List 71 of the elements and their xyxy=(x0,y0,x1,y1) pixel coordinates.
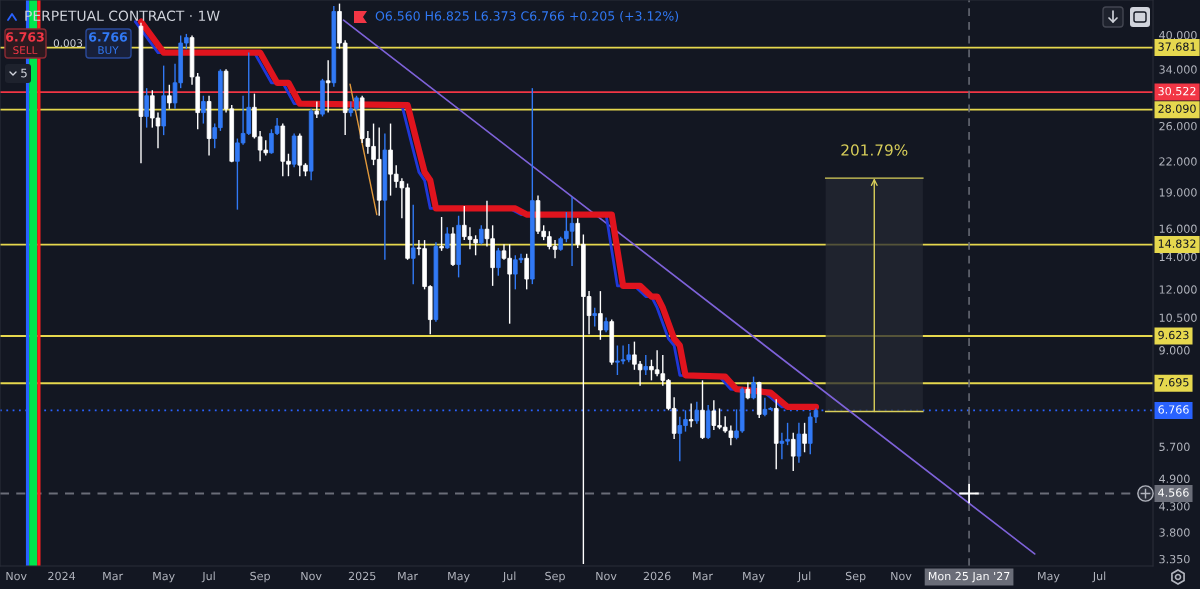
annotation: 201.79% xyxy=(841,144,908,156)
x-tick-label: Nov xyxy=(6,571,27,581)
ref-line-label: 7.695 xyxy=(1158,378,1189,387)
x-tick-label: 2024 xyxy=(48,571,76,581)
y-tick-label: 26.000 xyxy=(1159,121,1197,131)
ref-line-label: 28.090 xyxy=(1158,104,1196,113)
candlestick xyxy=(496,247,501,277)
x-tick-label: May xyxy=(448,571,470,583)
y-tick-label: 40.000 xyxy=(1159,30,1197,40)
ref-line-label: 37.681 xyxy=(1158,42,1196,51)
y-tick-label: 14.000 xyxy=(1159,252,1197,262)
candlestick xyxy=(444,226,450,250)
x-tick-label: Nov xyxy=(596,571,617,581)
y-tick-label: 9.000 xyxy=(1159,346,1190,355)
annotation: BUY xyxy=(98,46,119,55)
x-tick-label: Sep xyxy=(545,571,565,583)
y-tick-label: 19.000 xyxy=(1159,188,1197,197)
candlestick xyxy=(167,84,172,110)
candlestick xyxy=(796,422,802,464)
annotation: 6.763 xyxy=(6,32,44,42)
y-tick-label: 22.000 xyxy=(1159,157,1197,166)
y-tick-label: 5.700 xyxy=(1159,442,1190,452)
x-tick-label: Jul xyxy=(1092,571,1106,583)
x-tick-label: Mar xyxy=(398,571,419,581)
ref-line-label: 4.566 xyxy=(1158,488,1189,497)
y-tick-label: 34.000 xyxy=(1159,65,1197,74)
candlestick xyxy=(524,253,529,291)
annotation: 0.003 xyxy=(53,39,83,48)
x-tick-label: 2025 xyxy=(348,571,376,581)
x-tick-label: Jul xyxy=(201,571,215,583)
candlestick xyxy=(592,307,598,328)
y-tick-label: 3.800 xyxy=(1159,528,1190,537)
ref-line-label: Mon 25 Jan '27 xyxy=(928,571,1010,583)
x-tick-label: Mar xyxy=(693,571,713,581)
candlestick xyxy=(688,402,694,428)
x-tick-label: 2026 xyxy=(643,571,671,581)
ref-line-label: 14.832 xyxy=(1158,239,1196,248)
x-tick-label: Sep xyxy=(845,571,866,583)
candlestick xyxy=(410,204,416,285)
y-tick-label: 16.000 xyxy=(1159,224,1197,233)
y-tick-label: 4.900 xyxy=(1159,474,1190,483)
annotation: 6.766 xyxy=(89,32,128,42)
candlestick xyxy=(643,354,649,376)
candlestick xyxy=(802,422,807,453)
x-tick-label: Jul xyxy=(502,571,516,583)
ref-line-label: 6.766 xyxy=(1158,405,1189,414)
candlestick xyxy=(790,431,796,472)
y-tick-label: 3.350 xyxy=(1159,554,1190,564)
candlestick xyxy=(694,401,700,425)
x-tick-label: May xyxy=(743,571,765,583)
candlestick xyxy=(325,59,331,114)
x-tick-label: Jul xyxy=(797,571,811,583)
ref-line-label: 30.522 xyxy=(1158,86,1196,96)
candlestick xyxy=(439,216,444,252)
text: O6.560 H6.825 L6.373 C6.766 +0.205 (+3.12%) xyxy=(375,10,679,23)
x-tick-label: May xyxy=(1038,571,1060,583)
annotation: SELL xyxy=(13,46,38,55)
x-tick-label: Nov xyxy=(891,571,912,581)
candlestick xyxy=(144,87,149,129)
candlestick xyxy=(598,290,603,341)
y-tick-label: 12.000 xyxy=(1159,285,1197,294)
annotation: 5 xyxy=(21,68,27,78)
y-tick-label: 4.300 xyxy=(1159,502,1190,511)
x-tick-label: May xyxy=(153,571,175,583)
ref-line-label: 9.623 xyxy=(1158,330,1189,340)
x-tick-label: Nov xyxy=(301,571,322,581)
x-tick-label: Mar xyxy=(103,571,124,581)
candlestick xyxy=(314,100,320,119)
y-tick-label: 10.500 xyxy=(1159,313,1197,322)
candlestick xyxy=(201,95,206,125)
x-tick-label: Sep xyxy=(250,571,270,583)
